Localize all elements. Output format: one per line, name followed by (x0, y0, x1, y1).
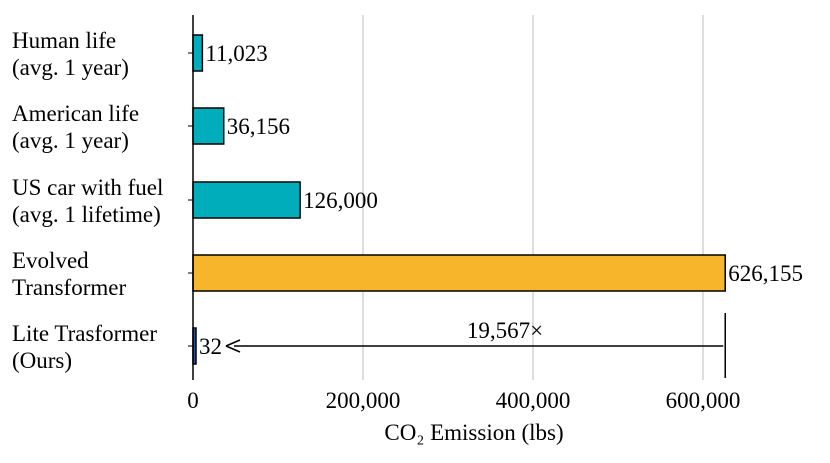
bars (192, 34, 726, 365)
bar-value-label-1: 36,156 (227, 114, 290, 139)
category-label-line2: Transformer (12, 275, 126, 300)
category-label-line1: Human life (12, 28, 116, 53)
bar-value-label-0: 11,023 (205, 41, 267, 66)
bar-1 (192, 107, 225, 145)
category-label-line1: Lite Trasformer (12, 321, 157, 346)
category-label-line2: (avg. 1 year) (12, 55, 129, 80)
category-label-4: Lite Trasformer (Ours) (12, 321, 157, 373)
bar-value-label-2: 126,000 (303, 188, 378, 213)
gridlines (362, 15, 704, 380)
category-label-line1: American life (12, 101, 139, 126)
x-tick-label-2: 400,000 (496, 388, 571, 413)
category-label-line1: US car with fuel (12, 175, 163, 200)
x-tick-label-1: 200,000 (326, 388, 401, 413)
bar-value-label-3: 626,155 (728, 261, 803, 286)
category-label-3: Evolved Transformer (12, 248, 126, 300)
bar-0 (192, 34, 204, 72)
category-label-1: American life (avg. 1 year) (12, 101, 139, 153)
annotation: 19,567× (225, 313, 726, 378)
category-label-line2: (avg. 1 lifetime) (12, 202, 161, 227)
bar-value-label-4: 32 (199, 334, 222, 359)
category-label-2: US car with fuel (avg. 1 lifetime) (12, 175, 163, 227)
axes (188, 15, 194, 380)
bar-2 (192, 181, 301, 219)
category-label-line1: Evolved (12, 248, 89, 273)
category-label-line2: (Ours) (12, 348, 72, 373)
category-label-0: Human life (avg. 1 year) (12, 28, 129, 80)
bar-3 (192, 254, 726, 292)
x-tick-label-0: 0 (187, 388, 199, 413)
x-axis-label: CO₂ Emission (lbs) (384, 420, 563, 445)
category-label-line2: (avg. 1 year) (12, 128, 129, 153)
annotation-ratio-label: 19,567× (467, 318, 543, 343)
x-tick-label-3: 600,000 (666, 388, 741, 413)
annotation-arrow-head (225, 339, 241, 353)
